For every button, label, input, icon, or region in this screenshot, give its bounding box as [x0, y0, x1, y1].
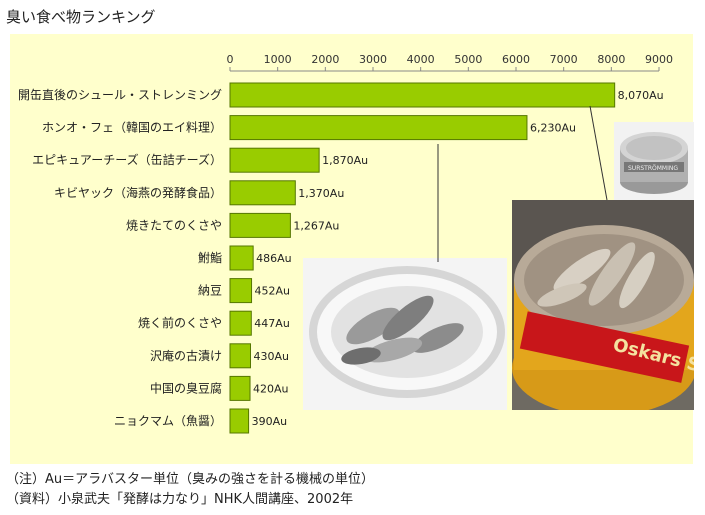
bar	[229, 375, 251, 401]
x-tick-label: 8000	[597, 53, 625, 66]
x-tick-label: 0	[227, 53, 234, 66]
category-label: ニョクマム（魚醤）	[114, 413, 222, 428]
bar	[229, 180, 296, 206]
category-label: 焼きたてのくさや	[126, 218, 222, 232]
value-label: 447Au	[254, 317, 290, 330]
footnote-unit: （注）Au＝アラバスター単位（臭みの強さを計る機械の単位）	[6, 472, 375, 487]
bar	[229, 343, 251, 369]
bar	[229, 147, 320, 173]
bar	[229, 408, 250, 434]
bar	[229, 212, 291, 238]
x-tick-label: 9000	[645, 53, 673, 66]
x-tick-label: 5000	[454, 53, 482, 66]
value-label: 486Au	[256, 252, 292, 265]
x-tick-label: 4000	[407, 53, 435, 66]
x-tick-label: 3000	[359, 53, 387, 66]
value-label: 452Au	[255, 285, 291, 298]
value-label: 1,870Au	[322, 154, 368, 167]
category-label: エピキュアーチーズ（缶詰チーズ）	[32, 152, 222, 167]
value-label: 390Au	[252, 415, 288, 428]
page-title: 臭い食べ物ランキング	[6, 8, 156, 26]
category-label: 焼く前のくさや	[138, 315, 222, 330]
value-label: 420Au	[253, 382, 289, 395]
value-label: 1,267Au	[293, 219, 339, 232]
category-label: ホンオ・フェ（韓国のエイ料理）	[42, 121, 222, 135]
category-label: 鮒鮨	[198, 251, 222, 265]
bar	[229, 278, 253, 304]
category-label: 沢庵の古漬け	[150, 348, 222, 363]
leader-line-surstromming	[589, 105, 608, 201]
value-label: 6,230Au	[530, 122, 576, 135]
category-label: 中国の臭豆腐	[150, 380, 222, 395]
small-can-label: SURSTRÖMMING	[628, 165, 678, 172]
bar	[229, 310, 252, 336]
x-tick-label: 7000	[550, 53, 578, 66]
category-label: 開缶直後のシュール・ストレンミング	[18, 88, 222, 102]
hongeo-plate-photo	[303, 258, 507, 410]
x-tick-label: 2000	[311, 53, 339, 66]
surstromming-small-can-photo: SURSTRÖMMING	[614, 122, 694, 200]
footnote-source: （資料）小泉武夫「発酵は力なり」NHK人間講座、2002年	[6, 492, 354, 507]
category-label: 納豆	[198, 284, 222, 298]
bar	[229, 82, 616, 108]
bar-chart: 0 1000 2000 3000 4000 5000 6000 7000 8000 9000 開缶直…	[18, 53, 673, 434]
x-tick-label: 6000	[502, 53, 530, 66]
footnotes: （注）Au＝アラバスター単位（臭みの強さを計る機械の単位） （資料）小泉武夫「発…	[6, 470, 374, 510]
value-label: 8,070Au	[618, 89, 664, 102]
value-label: 430Au	[253, 350, 289, 363]
value-label: 1,370Au	[298, 187, 344, 200]
x-tick-label: 1000	[264, 53, 292, 66]
category-label: キビヤック（海燕の発酵食品）	[54, 185, 222, 200]
bar	[229, 245, 254, 271]
bar	[229, 115, 528, 141]
surstromming-can-photo: Oskars SURSTRÖMMING	[512, 200, 694, 410]
